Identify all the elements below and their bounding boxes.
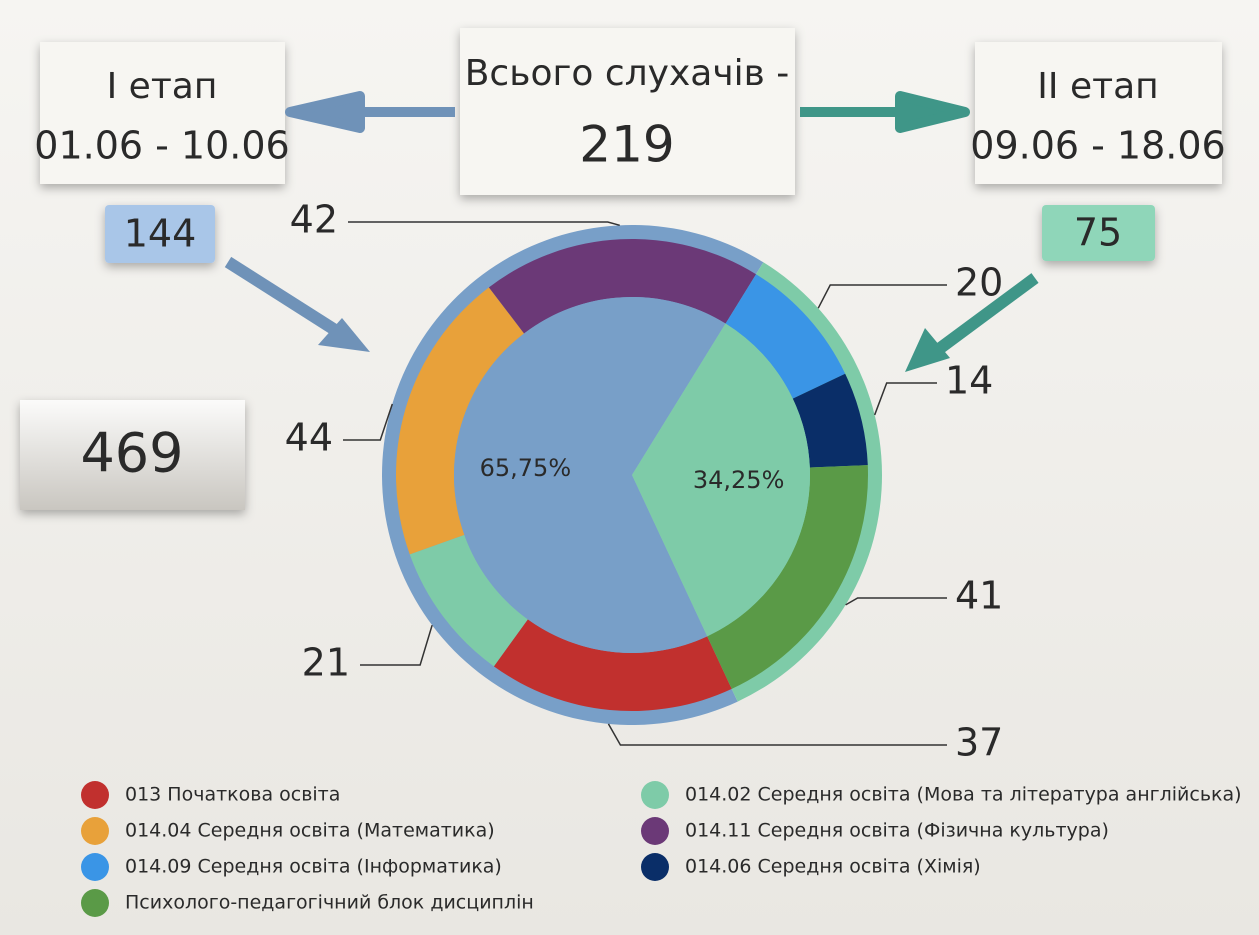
percent-label: 65,75%	[480, 454, 572, 482]
stage-dates: 09.06 - 18.06	[970, 124, 1225, 168]
leader-line	[845, 597, 947, 606]
legend-label: 014.02 Середня освіта (Мова та літератур…	[685, 784, 1242, 806]
arrows	[224, 91, 1039, 372]
pie-slice	[453, 296, 726, 653]
leader-line	[817, 284, 947, 309]
percent-label: 34,25%	[693, 466, 785, 494]
stage-count: 75	[1074, 211, 1122, 255]
value-label: 42	[290, 198, 338, 242]
value-label: 41	[955, 574, 1003, 618]
legend-swatch	[81, 889, 109, 917]
pie-slice	[632, 323, 810, 637]
legend-swatch	[81, 853, 109, 881]
value-label: 44	[285, 416, 333, 460]
stage-count: 144	[124, 212, 197, 256]
total-card	[460, 28, 795, 195]
stage-card	[975, 42, 1222, 184]
stage-dates: 01.06 - 10.06	[34, 124, 289, 168]
ring-segment	[409, 534, 528, 667]
total-value: 219	[579, 116, 674, 174]
legend: 013 Початкова освіта 014.02 Середня освіт…	[81, 781, 1242, 917]
stage-count-tag	[1042, 205, 1155, 261]
legend-label: 013 Початкова освіта	[125, 784, 340, 806]
stage-card	[40, 42, 285, 184]
leader-line	[343, 403, 394, 441]
leader-line	[873, 382, 937, 416]
legend-swatch	[81, 817, 109, 845]
ring-segment	[792, 373, 868, 468]
donut-chart: 37 21 44 42 20 14 41 65,75% 34,25%	[285, 198, 1004, 765]
legend-label: 014.11 Середня освіта (Фізична культура)	[685, 820, 1109, 842]
leader-line	[348, 221, 620, 227]
stage-title: I етап	[107, 66, 218, 107]
value-label: 14	[945, 359, 993, 403]
value-label: 20	[955, 261, 1003, 305]
ring-segment	[493, 619, 732, 711]
legend-label: 014.09 Середня освіта (Інформатика)	[125, 856, 502, 878]
legend-swatch	[641, 853, 669, 881]
grand-total: 469	[80, 422, 183, 485]
stage-title: II етап	[1037, 66, 1158, 107]
legend-label: Психолого-педагогічний блок дисциплін	[125, 892, 534, 914]
leader-line	[360, 624, 433, 666]
value-label: 37	[955, 721, 1003, 765]
legend-label: 014.06 Середня освіта (Хімія)	[685, 856, 981, 878]
grand-total-card	[20, 400, 245, 510]
total-label: Всього слухачів -	[465, 53, 790, 94]
ring-segment	[396, 287, 525, 555]
ring-segment	[725, 274, 846, 399]
legend-swatch	[81, 781, 109, 809]
ring-segment	[707, 465, 868, 689]
stage-count-tag	[105, 205, 215, 263]
ring-segment	[488, 239, 757, 334]
leader-line	[607, 723, 947, 746]
legend-label: 014.04 Середня освіта (Математика)	[125, 820, 495, 842]
legend-swatch	[641, 781, 669, 809]
value-label: 21	[302, 641, 350, 685]
legend-swatch	[641, 817, 669, 845]
